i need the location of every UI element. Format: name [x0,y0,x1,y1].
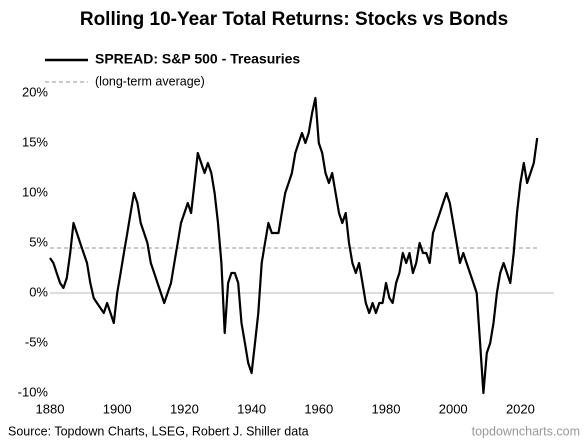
x-tick-label: 1900 [103,401,132,416]
x-tick-label: 1920 [170,401,199,416]
x-tick-label: 1960 [304,401,333,416]
y-tick-label: 0% [29,284,48,299]
series-line [49,96,539,395]
legend-label: (long-term average) [95,74,205,88]
y-tick-label: -10% [18,384,49,399]
watermark: topdowncharts.com [472,424,580,438]
x-tick-label: 2020 [506,401,535,416]
x-tick-label: 2000 [439,401,468,416]
source: Source: Topdown Charts, LSEG, Robert J. … [8,424,309,438]
x-tick-label: 1980 [372,401,401,416]
chart-title: Rolling 10-Year Total Returns: Stocks vs… [80,9,508,30]
y-tick-label: 20% [22,84,48,99]
x-tick-label: 1940 [237,401,266,416]
y-tick-label: 10% [22,184,48,199]
x-tick-label: 1880 [36,401,65,416]
y-tick-label: 15% [22,134,48,149]
y-tick-label: 5% [29,234,48,249]
legend-label: SPREAD: S&P 500 - Treasuries [95,51,300,67]
y-tick-label: -5% [25,334,49,349]
